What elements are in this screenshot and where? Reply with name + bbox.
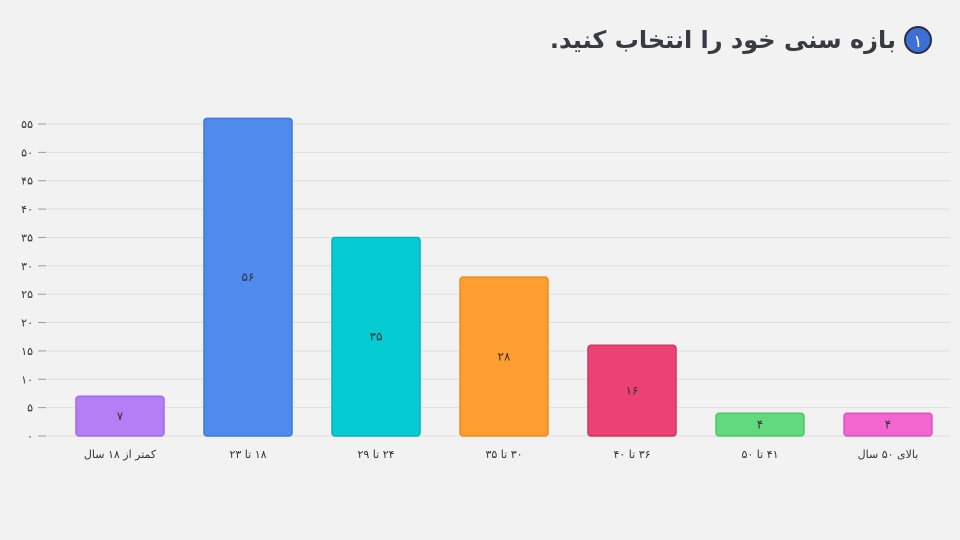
y-tick-label: ۲۵ [21, 288, 33, 301]
y-tick-label: ۵ [27, 402, 33, 415]
bar [715, 412, 805, 437]
x-category-label: ۳۰ تا ۳۵ [485, 448, 522, 461]
y-tick-label: ۳۰ [21, 260, 33, 273]
x-category-label: ۱۸ تا ۲۳ [229, 448, 266, 461]
bar [75, 395, 165, 437]
y-tick-label: ۲۰ [21, 317, 33, 330]
question-number-badge: ۱ [904, 26, 932, 54]
x-category-label: ۳۶ تا ۴۰ [613, 448, 650, 461]
bar-value-label: ۱۶ [626, 384, 639, 398]
question-title: بازه سنی خود را انتخاب کنید. [549, 26, 896, 54]
x-category-label: ۲۴ تا ۲۹ [357, 448, 394, 461]
bar-value-label: ۲۸ [498, 350, 511, 364]
y-tick-label: ۵۵ [21, 118, 33, 131]
bar [459, 276, 549, 437]
bar [203, 117, 293, 437]
bar [587, 344, 677, 437]
bar [843, 412, 933, 437]
y-tick-label: ۴۰ [21, 203, 33, 216]
question-header: ۱ بازه سنی خود را انتخاب کنید. [550, 26, 932, 54]
bar-value-label: ۳۵ [370, 330, 383, 344]
y-tick-label: ۱۵ [21, 345, 33, 358]
x-category-label: ۴۱ تا ۵۰ [741, 448, 778, 461]
y-tick-label: ۵۰ [21, 146, 33, 159]
y-tick-label: ۱۰ [21, 373, 33, 386]
bar-value-label: ۷ [117, 409, 124, 423]
bar-value-label: ۴ [757, 418, 763, 432]
x-category-label: بالای ۵۰ سال [858, 448, 919, 461]
x-category-label: کمتر از ۱۸ سال [84, 448, 157, 461]
bar-value-label: ۵۶ [242, 270, 255, 284]
bar-value-label: ۴ [885, 418, 891, 432]
y-tick-label: ۳۵ [21, 231, 33, 244]
y-tick-label: ۴۵ [21, 175, 33, 188]
bar [331, 236, 421, 437]
y-tick-label: ۰ [27, 430, 33, 443]
